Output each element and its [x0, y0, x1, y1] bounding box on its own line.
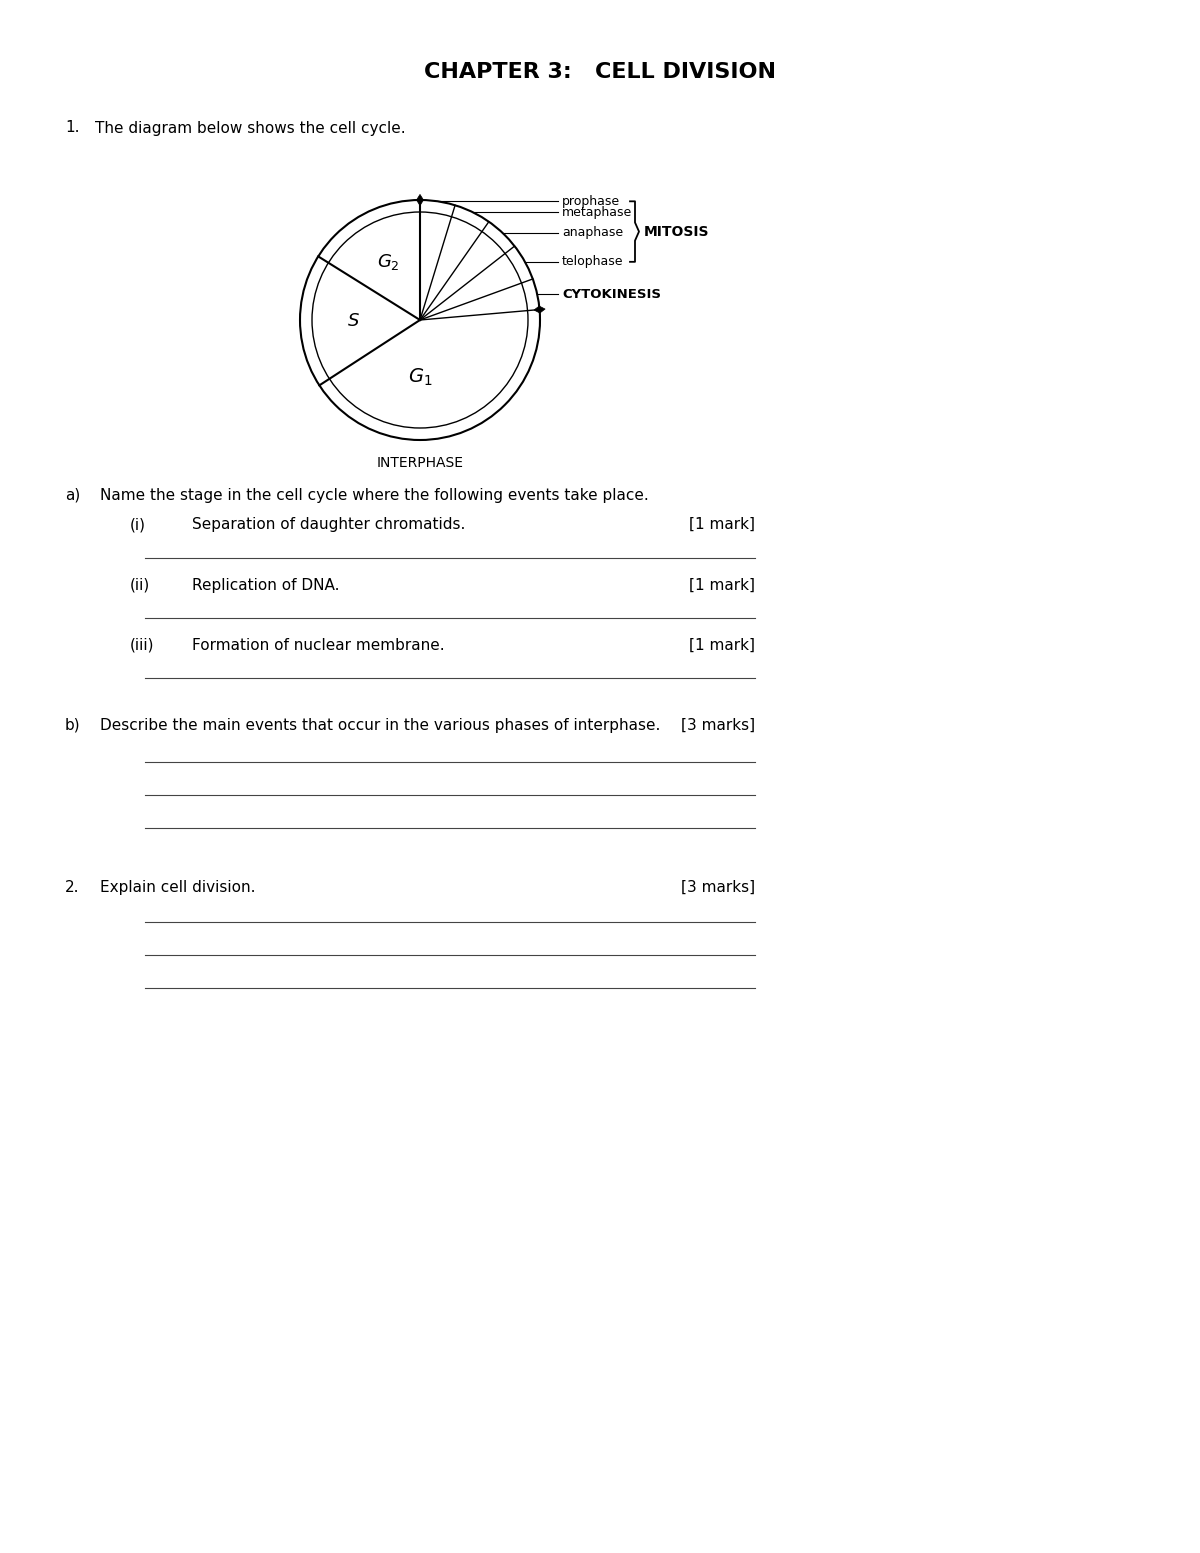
Text: [1 mark]: [1 mark]	[689, 578, 755, 593]
Text: The diagram below shows the cell cycle.: The diagram below shows the cell cycle.	[95, 121, 406, 135]
Text: b): b)	[65, 717, 80, 733]
Text: (iii): (iii)	[130, 638, 155, 652]
Polygon shape	[416, 194, 424, 200]
Text: metaphase: metaphase	[562, 205, 632, 219]
Text: $G_2$: $G_2$	[377, 252, 400, 272]
Text: [3 marks]: [3 marks]	[680, 717, 755, 733]
Text: a): a)	[65, 488, 80, 503]
Text: S: S	[348, 312, 360, 329]
Text: telophase: telophase	[562, 255, 624, 269]
Text: [1 mark]: [1 mark]	[689, 517, 755, 533]
Text: 2.: 2.	[65, 881, 79, 895]
Text: anaphase: anaphase	[562, 227, 623, 239]
Text: Replication of DNA.: Replication of DNA.	[192, 578, 340, 593]
Text: Formation of nuclear membrane.: Formation of nuclear membrane.	[192, 638, 445, 652]
Text: 1.: 1.	[65, 121, 79, 135]
Text: (ii): (ii)	[130, 578, 150, 593]
Text: Describe the main events that occur in the various phases of interphase.: Describe the main events that occur in t…	[100, 717, 660, 733]
Text: [3 marks]: [3 marks]	[680, 881, 755, 895]
Text: Separation of daughter chromatids.: Separation of daughter chromatids.	[192, 517, 466, 533]
Text: (i): (i)	[130, 517, 146, 533]
Text: Name the stage in the cell cycle where the following events take place.: Name the stage in the cell cycle where t…	[100, 488, 649, 503]
Text: [1 mark]: [1 mark]	[689, 638, 755, 652]
Text: INTERPHASE: INTERPHASE	[377, 457, 463, 471]
Text: Explain cell division.: Explain cell division.	[100, 881, 256, 895]
Text: MITOSIS: MITOSIS	[644, 225, 709, 239]
Polygon shape	[539, 306, 545, 314]
Text: CYTOKINESIS: CYTOKINESIS	[562, 287, 661, 301]
Text: $G_1$: $G_1$	[408, 367, 432, 388]
Text: CHAPTER 3:   CELL DIVISION: CHAPTER 3: CELL DIVISION	[424, 62, 776, 82]
Polygon shape	[534, 306, 540, 314]
Polygon shape	[416, 200, 424, 205]
Text: prophase: prophase	[562, 194, 620, 208]
